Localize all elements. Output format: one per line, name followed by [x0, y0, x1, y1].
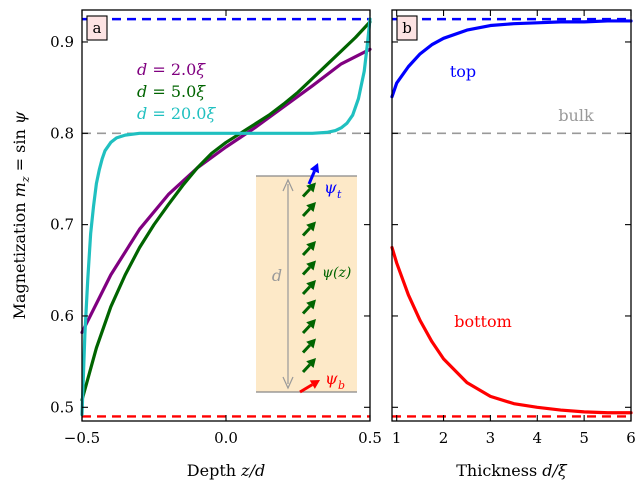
panel-a: dψ tψ(z)ψ bd = 2.0ξd = 5.0ξd = 20.0ξ−0.5 0.… [10, 9, 382, 480]
inset-arrow-middle-9-shaft [301, 188, 311, 198]
inset-arrow-middle-7-shaft [301, 227, 311, 237]
annotation-top: top [450, 62, 476, 81]
panel-a-y-tick-label: 0.7 [50, 216, 74, 234]
inset-arrow-middle-4-head [306, 280, 316, 290]
panel-b-x-tick-label: 4 [533, 429, 543, 447]
inset-arrow-middle-0-head [306, 358, 316, 368]
panel-b-label: b [402, 19, 412, 37]
inset-arrow-bottom-shaft [299, 383, 314, 394]
panel-a-label-box [86, 15, 108, 41]
inset-arrow-middle-6-head [306, 241, 316, 251]
panel-a-x-axis-label: Depth z/d [187, 461, 265, 480]
inset-arrow-middle-0-shaft [301, 363, 311, 374]
panel-a-y-tick-label: 0.5 [50, 398, 74, 416]
inset-arrow-top-shaft [307, 170, 316, 185]
panel-a-x-tick-label: 0.5 [358, 429, 382, 447]
inset-arrow-middle-2-head [306, 319, 316, 329]
inset-arrow-middle-6-shaft [301, 246, 311, 257]
inset-arrow-middle-8-head [306, 202, 316, 212]
inset-arrow-middle-3-shaft [301, 305, 311, 315]
panel-a-series-line-2 [80, 17, 372, 417]
panel-b-x-tick-label: 1 [392, 429, 402, 447]
inset-arrow-top-head [309, 163, 320, 174]
legend-entry-1: d = 5.0ξ [137, 82, 206, 101]
inset-label-bottom-sub: b [338, 379, 345, 392]
panel-b-x-tick-label: 3 [486, 429, 496, 447]
inset-label-top-sub: t [337, 188, 342, 201]
panel-a-y-tick-label: 0.6 [50, 307, 74, 325]
panel-b-series-line-1 [390, 245, 633, 415]
legend-entry-0: d = 2.0ξ [137, 60, 206, 79]
panel-b: 1 2 3 4 5 6 b top bulk bottom Thickness d/ξ [390, 9, 636, 480]
panel-a-y-axis-label: Magnetization mz = sin ψ [10, 111, 32, 319]
inset-label-top: ψ [324, 178, 337, 197]
inset-label-middle: ψ(z) [322, 265, 351, 281]
panel-a-x-tick-label: 0.0 [214, 429, 238, 447]
inset-arrow-middle-1-head [306, 338, 316, 349]
inset-arrow-middle-2-shaft [301, 324, 311, 335]
inset-arrow-middle-5-shaft [301, 266, 311, 276]
inset-arrow-middle-4-shaft [301, 285, 311, 296]
inset-dimension-arrowhead-bottom [282, 376, 294, 390]
inset-label-bottom: ψ [325, 369, 338, 388]
panel-b-series-line-0 [390, 19, 633, 99]
panel-b-x-axis-label: Thickness d/ξ [456, 461, 568, 480]
inset-arrow-middle-7-head [306, 221, 316, 232]
inset-diagram: dψ tψ(z)ψ b [256, 163, 357, 394]
inset-arrow-middle-8-shaft [301, 207, 311, 218]
legend-entry-2: d = 20.0ξ [137, 104, 216, 123]
panel-a-series-line-0 [80, 47, 372, 335]
panel-a-x-tick-label: −0.5 [64, 429, 100, 447]
panel-a-series-line-1 [80, 20, 372, 402]
inset-arrow-middle-9-head [306, 182, 316, 193]
inset-dimension-arrowhead-top [282, 178, 294, 192]
annotation-bottom: bottom [454, 312, 512, 331]
annotation-bulk: bulk [558, 106, 594, 125]
panel-b-x-tick-label: 6 [626, 429, 636, 447]
panel-b-x-tick-label: 5 [579, 429, 589, 447]
panel-b-label-box [396, 15, 418, 41]
inset-arrow-bottom-head [309, 380, 320, 389]
panel-b-frame [391, 9, 632, 422]
inset-arrow-middle-5-head [306, 260, 316, 271]
panel-a-label: a [93, 19, 102, 37]
inset-arrow-middle-1-shaft [301, 344, 311, 354]
panel-a-y-tick-label: 0.9 [50, 33, 74, 51]
inset-arrow-middle-3-head [306, 299, 316, 310]
panel-b-x-tick-label: 2 [439, 429, 449, 447]
inset-dimension-label: d [272, 266, 282, 285]
panel-a-y-tick-label: 0.8 [50, 124, 74, 142]
